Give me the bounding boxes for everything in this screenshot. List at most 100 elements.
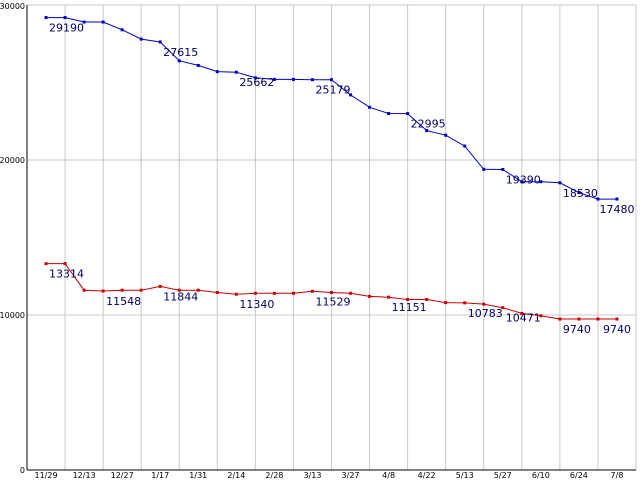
data-point [139, 37, 143, 41]
data-label: 22995 [411, 118, 446, 131]
data-point [387, 112, 391, 115]
data-point [463, 301, 467, 305]
data-point [291, 291, 295, 295]
data-point [120, 288, 124, 292]
x-tick-label: 3/13 [303, 471, 321, 480]
data-point [177, 59, 181, 63]
data-point [330, 291, 333, 295]
data-point [82, 288, 86, 292]
y-tick-label: 10000 [0, 311, 25, 320]
data-label: 18530 [563, 187, 598, 200]
data-point [291, 77, 295, 81]
data-point [139, 288, 143, 292]
data-label: 25662 [239, 76, 274, 89]
x-tick-label: 4/8 [382, 471, 395, 480]
data-point [120, 28, 124, 32]
data-point [215, 70, 219, 74]
data-point [215, 291, 219, 295]
data-point [158, 40, 162, 44]
data-label: 11548 [106, 295, 141, 308]
x-tick-label: 4/22 [418, 471, 436, 480]
data-label: 11529 [315, 295, 350, 308]
data-point [196, 63, 200, 67]
data-point [44, 16, 48, 20]
x-tick-label: 2/28 [265, 471, 283, 480]
data-point [196, 288, 200, 292]
data-point [520, 180, 524, 184]
data-point [444, 133, 448, 137]
data-point [310, 78, 314, 82]
data-point [558, 181, 562, 185]
data-label: 13314 [49, 268, 84, 281]
data-label: 17480 [599, 203, 634, 216]
data-point [234, 292, 238, 296]
data-point [330, 78, 333, 82]
series-group [44, 16, 619, 321]
data-point [539, 314, 543, 318]
x-tick-label: 12/27 [111, 471, 134, 480]
data-point [596, 197, 600, 201]
data-point [406, 112, 410, 116]
data-label: 9740 [563, 323, 591, 336]
x-tick-label: 5/27 [494, 471, 512, 480]
data-point [482, 167, 486, 171]
data-point [272, 77, 276, 81]
x-tick-label: 6/24 [570, 471, 588, 480]
data-point [577, 317, 581, 321]
x-tick-label: 7/8 [611, 471, 624, 480]
data-point [577, 191, 581, 195]
x-tick-label: 6/10 [532, 471, 550, 480]
data-point [520, 311, 524, 315]
data-point [44, 262, 48, 266]
data-point [368, 105, 372, 109]
data-point [101, 289, 105, 293]
data-point [596, 317, 600, 321]
data-point [158, 284, 162, 288]
data-point [82, 20, 86, 24]
data-point [349, 93, 353, 97]
data-point [272, 291, 276, 295]
data-point [406, 298, 410, 301]
data-label: 10783 [468, 307, 503, 320]
data-point [558, 317, 562, 321]
data-point [63, 16, 67, 20]
data-label: 25179 [315, 84, 350, 97]
data-label: 11151 [392, 301, 427, 314]
data-point [539, 180, 543, 184]
data-point [349, 291, 353, 295]
data-point [615, 317, 619, 321]
data-point [101, 20, 105, 24]
tick-labels: 0 10000 20000 30000 11/29 12/13 12/27 1/17 1/31 2… [0, 2, 623, 480]
data-point [425, 129, 429, 133]
data-point [444, 301, 448, 305]
data-point [501, 306, 505, 310]
y-tick-label: 30000 [0, 2, 25, 11]
x-tick-label: 12/13 [73, 471, 96, 480]
data-label: 10471 [506, 312, 541, 325]
data-point [463, 144, 467, 148]
x-tick-label: 1/17 [151, 471, 169, 480]
data-point [253, 76, 257, 80]
data-point [368, 294, 372, 298]
y-tick-label: 20000 [0, 156, 25, 165]
data-label: 11844 [163, 290, 198, 303]
data-point [482, 302, 486, 306]
data-point [234, 70, 238, 74]
x-tick-label: 3/27 [342, 471, 360, 480]
x-tick-label: 11/29 [35, 471, 58, 480]
data-label: 19390 [506, 173, 541, 186]
data-point [387, 295, 391, 299]
data-point [253, 291, 257, 295]
data-label: 9740 [603, 323, 631, 336]
data-label: 27615 [163, 46, 198, 59]
data-label: 11340 [239, 298, 274, 311]
x-tick-label: 5/13 [456, 471, 474, 480]
x-tick-label: 2/14 [227, 471, 245, 480]
y-tick-label: 0 [20, 466, 25, 475]
data-point [310, 289, 314, 293]
axes [26, 5, 636, 471]
data-point [501, 167, 505, 171]
data-point [425, 298, 429, 301]
data-labels: 29190 27615 25662 25179 22995 19390 1853017480… [49, 22, 634, 336]
